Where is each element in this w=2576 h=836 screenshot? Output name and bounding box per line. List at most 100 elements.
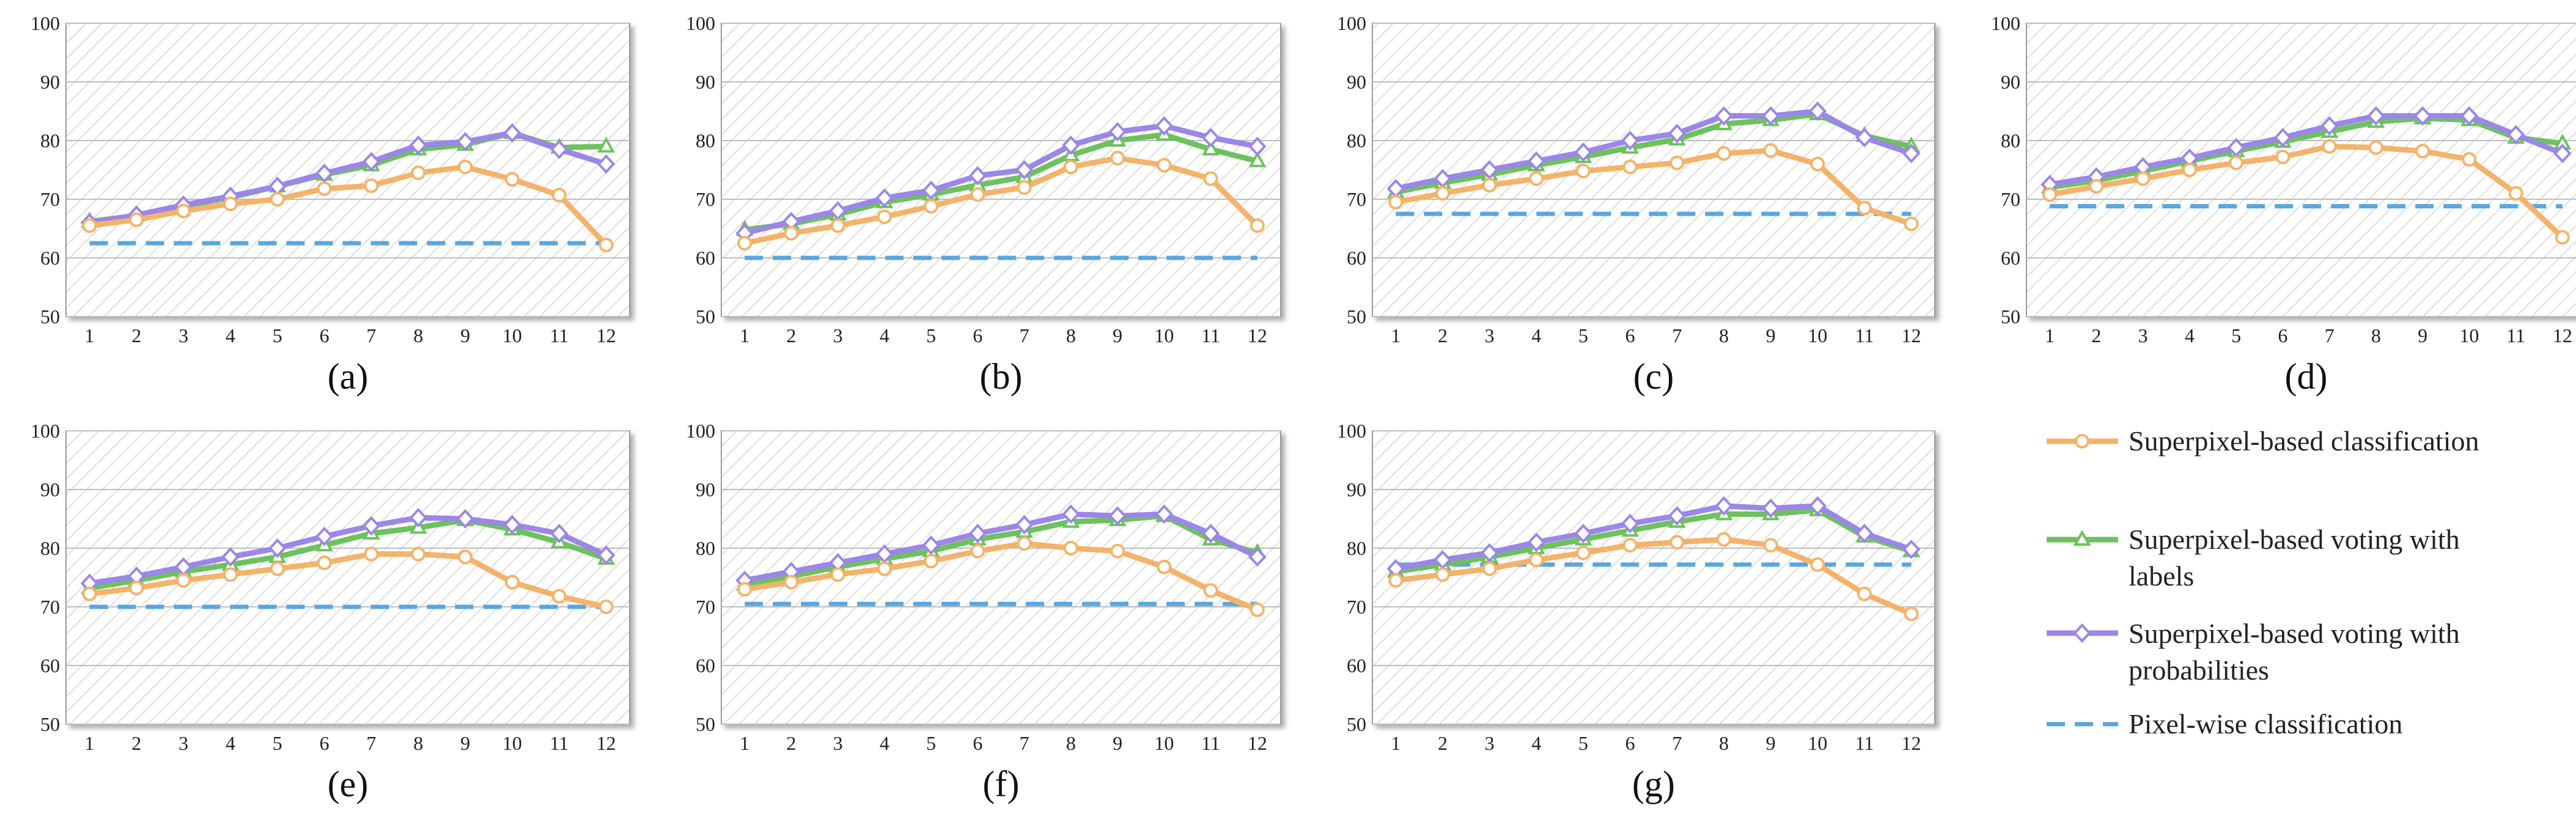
series-line xyxy=(2049,116,2563,191)
data-point xyxy=(2460,106,2479,126)
data-point xyxy=(1668,506,1687,526)
data-point xyxy=(1062,135,1080,155)
x-tick-label: 6 xyxy=(2278,324,2287,346)
y-tick-label: 90 xyxy=(40,71,60,93)
data-point xyxy=(1155,504,1174,524)
data-point xyxy=(1062,504,1080,524)
series-line xyxy=(1395,108,1913,192)
data-point xyxy=(1904,216,1919,232)
legend-marker xyxy=(2075,434,2089,449)
x-tick-label: 3 xyxy=(2138,324,2148,346)
data-point xyxy=(1763,143,1778,158)
data-point xyxy=(82,218,97,233)
x-tick-label: 9 xyxy=(460,324,470,346)
x-tick-label: 9 xyxy=(1113,732,1122,754)
series-classification xyxy=(737,536,1265,617)
data-point xyxy=(1669,535,1685,550)
y-tick-label: 80 xyxy=(40,537,60,559)
data-point xyxy=(2462,152,2477,167)
x-tick-label: 9 xyxy=(1113,324,1122,346)
x-tick-label: 12 xyxy=(2553,324,2572,346)
y-tick-label: 70 xyxy=(696,188,715,210)
x-tick-label: 8 xyxy=(1066,732,1076,754)
data-point xyxy=(598,600,614,614)
data-point xyxy=(1249,218,1265,233)
series-line xyxy=(89,551,607,610)
data-point xyxy=(223,567,238,582)
data-point xyxy=(456,131,474,152)
data-point xyxy=(737,582,753,597)
x-tick-label: 7 xyxy=(366,324,376,346)
x-tick-label: 2 xyxy=(2091,324,2101,346)
data-point xyxy=(456,509,474,529)
y-tick-label: 100 xyxy=(1991,12,2020,34)
y-tick-label: 70 xyxy=(40,188,60,210)
y-tick-label: 100 xyxy=(686,12,715,34)
data-point xyxy=(737,236,753,251)
data-point xyxy=(1527,151,1546,171)
plot-area xyxy=(1372,430,1935,725)
plot-area xyxy=(1372,23,1935,317)
data-point xyxy=(551,588,567,604)
data-point xyxy=(1248,151,1267,167)
x-tick-label: 11 xyxy=(1855,732,1874,754)
data-point xyxy=(1574,142,1592,163)
data-point xyxy=(968,524,987,543)
x-tick-label: 6 xyxy=(1625,324,1635,346)
data-point xyxy=(1435,567,1450,582)
data-point xyxy=(1015,515,1034,535)
data-point xyxy=(1622,538,1638,553)
data-point xyxy=(129,212,144,227)
data-point xyxy=(1622,160,1638,175)
data-point xyxy=(1761,498,1780,518)
data-point xyxy=(1110,543,1125,559)
y-tick-label: 60 xyxy=(696,654,715,676)
panel-caption: (g) xyxy=(1632,764,1675,804)
x-tick-label: 2 xyxy=(1438,324,1448,346)
y-tick-label: 70 xyxy=(2001,188,2020,210)
y-tick-label: 50 xyxy=(40,306,60,328)
data-point xyxy=(830,567,845,582)
data-point xyxy=(458,160,473,175)
series-line xyxy=(89,130,607,226)
data-point xyxy=(1063,160,1078,175)
series-line xyxy=(2049,113,2564,188)
x-tick-label: 4 xyxy=(880,732,889,754)
data-point xyxy=(598,237,614,252)
x-tick-label: 10 xyxy=(2459,324,2479,346)
x-tick-label: 5 xyxy=(1578,732,1588,754)
data-point xyxy=(2322,139,2337,154)
data-point xyxy=(2229,155,2244,170)
series-line xyxy=(744,511,1259,584)
data-point xyxy=(1017,536,1032,551)
data-point xyxy=(1529,171,1544,186)
series-line xyxy=(89,517,608,591)
y-tick-label: 50 xyxy=(696,713,715,735)
data-point xyxy=(1715,106,1733,126)
data-point xyxy=(270,192,285,207)
data-point xyxy=(875,188,894,208)
data-point xyxy=(2273,128,2292,148)
series-line xyxy=(2049,144,2564,240)
y-tick-label: 100 xyxy=(1337,420,1366,442)
x-tick-label: 9 xyxy=(1766,324,1776,346)
x-tick-label: 11 xyxy=(1855,324,1874,346)
y-tick-label: 80 xyxy=(40,130,60,152)
plot-area xyxy=(721,23,1281,317)
x-tick-label: 10 xyxy=(502,732,522,754)
data-point xyxy=(1157,158,1172,173)
data-point xyxy=(551,188,567,203)
x-tick-label: 11 xyxy=(2506,324,2525,346)
y-tick-label: 90 xyxy=(696,71,715,93)
data-point xyxy=(409,508,427,528)
y-tick-label: 60 xyxy=(1347,247,1366,269)
data-point xyxy=(1155,116,1174,136)
series-line xyxy=(744,123,1258,237)
data-point xyxy=(784,226,799,241)
data-point xyxy=(2367,106,2385,126)
data-point xyxy=(129,581,144,596)
data-point xyxy=(550,524,569,543)
data-point xyxy=(1576,163,1591,178)
data-point xyxy=(409,135,427,155)
